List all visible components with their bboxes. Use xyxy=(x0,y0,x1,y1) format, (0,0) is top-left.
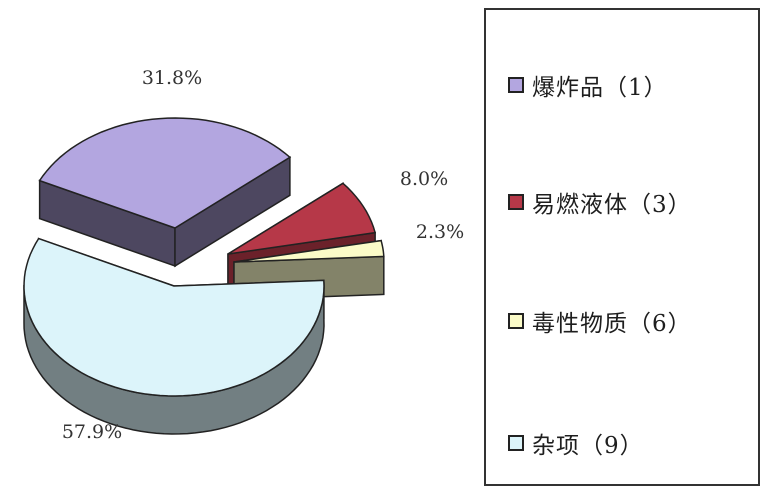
legend-swatch-toxic-substances xyxy=(508,313,524,329)
slice-top-explosives xyxy=(38,117,292,229)
slice-top-flammable-liquids xyxy=(227,182,377,255)
legend-label-flammable-liquids: 易燃液体（3） xyxy=(532,192,692,218)
legend-item-explosives: 爆炸品（1） xyxy=(508,68,668,102)
legend-item-miscellaneous: 杂项（9） xyxy=(508,426,644,460)
legend-label-miscellaneous: 杂项（9） xyxy=(532,433,644,459)
legend-item-flammable-liquids: 易燃液体（3） xyxy=(508,185,692,219)
legend-label-explosives: 爆炸品（1） xyxy=(532,75,668,101)
data-label-explosives: 31.8% xyxy=(142,67,202,89)
legend-swatch-explosives xyxy=(508,77,524,93)
slice-top-toxic-substances xyxy=(233,239,385,263)
legend-swatch-miscellaneous xyxy=(508,435,524,451)
slice-explosives xyxy=(38,117,292,268)
pie-chart: 31.8% 8.0% 2.3% 57.9% xyxy=(23,67,464,443)
legend-label-toxic-substances: 毒性物质（6） xyxy=(532,311,692,337)
data-label-miscellaneous: 57.9% xyxy=(62,421,122,443)
legend: 爆炸品（1） 易燃液体（3） 毒性物质（6） 杂项（9） xyxy=(484,8,760,486)
data-label-toxic-substances: 2.3% xyxy=(416,221,464,243)
slice-miscellaneous xyxy=(23,237,325,435)
legend-item-toxic-substances: 毒性物质（6） xyxy=(508,304,692,338)
legend-swatch-flammable-liquids xyxy=(508,194,524,210)
slice-top-miscellaneous xyxy=(23,237,325,397)
data-label-flammable-liquids: 8.0% xyxy=(400,168,448,190)
